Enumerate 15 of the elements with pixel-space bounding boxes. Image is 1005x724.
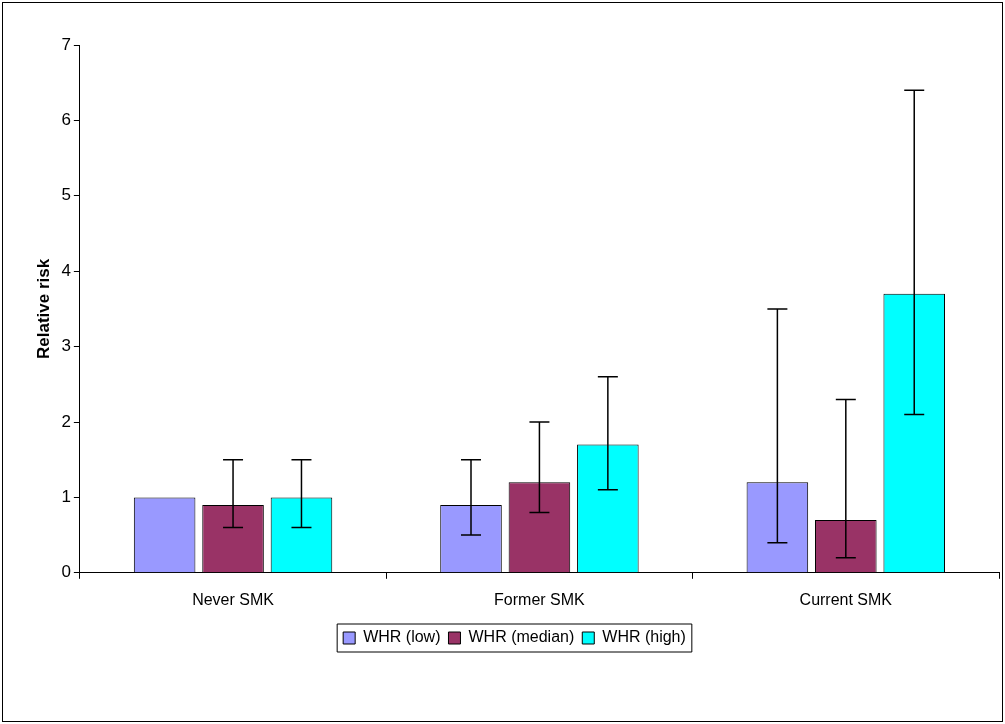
y-tick-label: 0 bbox=[61, 562, 71, 582]
y-tick-label: 4 bbox=[61, 260, 71, 280]
y-tick-label: 7 bbox=[61, 34, 71, 54]
legend-label: WHR (low) bbox=[363, 628, 441, 646]
y-tick-label: 1 bbox=[61, 487, 71, 507]
y-tick-label: 5 bbox=[61, 185, 71, 205]
legend-label: WHR (high) bbox=[602, 628, 686, 646]
x-tick-label: Current SMK bbox=[799, 590, 893, 608]
y-tick-label: 6 bbox=[61, 110, 71, 130]
y-axis-title: Relative risk bbox=[33, 258, 53, 359]
x-tick-label: Former SMK bbox=[494, 590, 586, 608]
legend-label: WHR (median) bbox=[468, 628, 575, 646]
y-tick-label: 3 bbox=[61, 336, 71, 356]
y-tick-label: 2 bbox=[61, 411, 71, 431]
x-tick-label: Never SMK bbox=[192, 590, 275, 608]
